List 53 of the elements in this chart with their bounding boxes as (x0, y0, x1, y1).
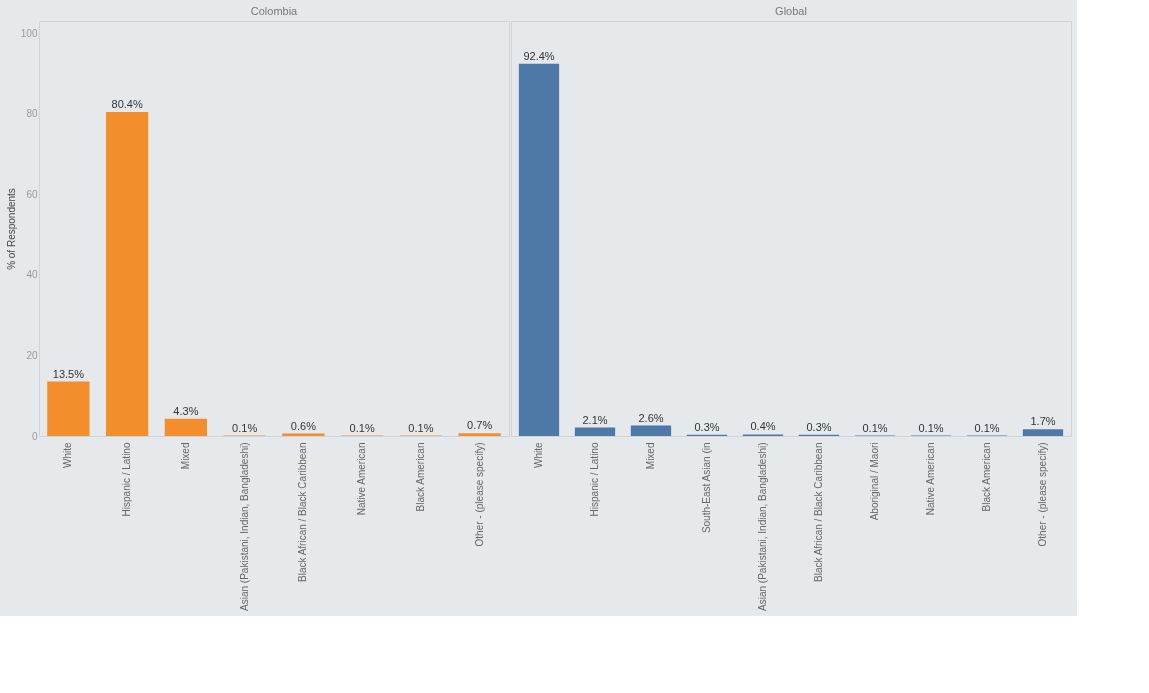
data-label: 0.1% (918, 421, 944, 434)
data-label: 1.7% (1030, 415, 1056, 428)
x-tick-label: Asian (Pakistani, Indian, Bangladeshi) (238, 442, 250, 611)
data-label: 0.1% (232, 421, 258, 434)
x-tick-label: Asian (Pakistani, Indian, Bangladeshi) (757, 442, 768, 611)
bar (630, 425, 672, 436)
bar (1022, 429, 1064, 436)
x-tick-label: Black American (981, 442, 992, 512)
x-tick-label: White (533, 442, 544, 469)
x-tick-label: Mixed (179, 442, 191, 470)
data-label: 0.1% (408, 421, 434, 434)
bar (574, 427, 616, 436)
chart-title: Global (775, 5, 807, 17)
data-label: 0.7% (467, 419, 493, 432)
x-tick-label: Other - (please specify) (1037, 442, 1048, 547)
data-label: 0.1% (974, 421, 1000, 434)
data-label: 0.3% (694, 420, 720, 433)
bar (47, 381, 90, 436)
x-tick-label: Black African / Black Caribbean (297, 442, 309, 583)
x-tick-label: Native American (356, 442, 368, 516)
chart-title: Colombia (250, 5, 299, 17)
x-tick-label: Black American (414, 442, 426, 512)
x-tick-label: South-East Asian (in (701, 442, 712, 534)
data-label: 4.3% (173, 404, 199, 417)
y-axis-title: % of Respondents (5, 188, 17, 270)
data-label: 2.6% (638, 411, 664, 424)
data-label: 80.4% (111, 98, 143, 111)
x-tick-label: Native American (925, 442, 936, 516)
data-label: 0.1% (349, 421, 375, 434)
bar (458, 433, 501, 436)
data-label: 0.1% (862, 421, 888, 434)
y-tick-label: 80 (26, 108, 38, 120)
data-label: 13.5% (52, 367, 85, 380)
data-label: 0.3% (806, 420, 832, 433)
y-tick-label: 100 (20, 27, 38, 39)
data-label: 0.4% (750, 420, 776, 433)
x-tick-label: Mixed (645, 442, 656, 470)
y-tick-label: 20 (26, 349, 38, 361)
x-tick-label: Aboriginal / Maori (869, 442, 880, 521)
y-tick-label: 0 (31, 430, 38, 442)
bar (164, 418, 208, 436)
data-label: 2.1% (582, 413, 608, 426)
y-tick-label: 40 (26, 269, 38, 281)
x-tick-label: Other - (please specify) (473, 442, 485, 547)
bar (105, 112, 149, 436)
data-label: 92.4% (523, 49, 555, 62)
x-tick-label: Hispanic / Latino (121, 442, 133, 517)
x-tick-label: Hispanic / Latino (589, 442, 600, 517)
y-tick-label: 60 (26, 188, 38, 200)
x-tick-label: Black African / Black Caribbean (813, 442, 824, 583)
data-label: 0.6% (290, 419, 317, 432)
x-tick-label: White (62, 442, 74, 469)
bar (518, 63, 560, 436)
